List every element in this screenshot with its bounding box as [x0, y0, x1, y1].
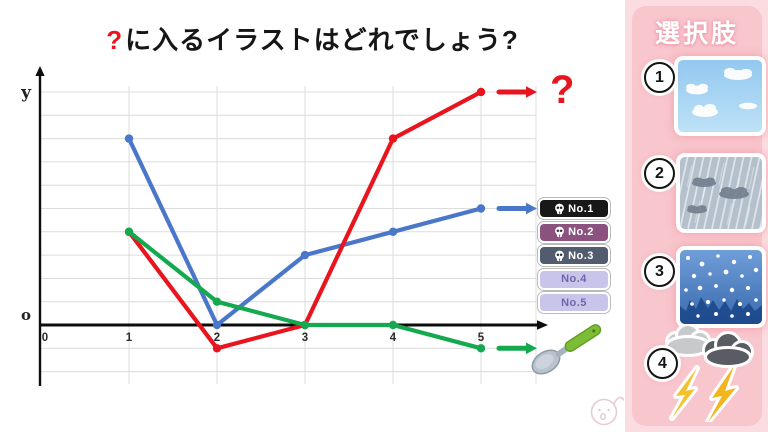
- svg-text:5: 5: [478, 332, 485, 344]
- options-title: 選択肢: [654, 20, 739, 48]
- options-panel: 選択肢 1 2: [632, 6, 766, 426]
- legend-badge-no2: No.2: [538, 221, 610, 243]
- skull-icon: [555, 226, 564, 238]
- legend-badge-no1: No.1: [538, 198, 610, 219]
- svg-text:o: o: [21, 306, 31, 324]
- svg-text:y: y: [20, 83, 32, 103]
- legend-badge-label: No.3: [568, 249, 594, 262]
- legend-badge-label: No.4: [561, 273, 587, 285]
- line-chart: 0 1 2 3 4 5 y o: [20, 66, 548, 386]
- legend-badge-label: No.1: [568, 202, 594, 215]
- option-2-number[interactable]: 2: [644, 158, 675, 189]
- legend-badge-label: No.2: [568, 226, 594, 238]
- page-title: ?に入るイラストはどれでしょう?: [0, 20, 625, 57]
- option-4-number[interactable]: 4: [647, 348, 678, 379]
- rain-illustration: [680, 157, 762, 229]
- legend-badge-no5: No.5: [538, 292, 610, 313]
- option-4-thunderstorm-illustration[interactable]: [662, 326, 766, 422]
- skull-icon: [555, 250, 564, 261]
- clear-sky-illustration: [678, 60, 762, 132]
- svg-text:1: 1: [126, 332, 133, 344]
- mystery-slot: ?: [550, 68, 575, 112]
- svg-text:2: 2: [214, 332, 220, 344]
- svg-text:0: 0: [42, 332, 48, 344]
- options-sidebar: 選択肢 1 2: [625, 0, 768, 432]
- watermark-face-icon: [590, 396, 625, 426]
- skull-icon: [555, 203, 564, 214]
- svg-text:4: 4: [390, 332, 397, 344]
- option-1-number[interactable]: 1: [644, 62, 675, 93]
- legend-badge-no3: No.3: [538, 245, 610, 266]
- title-text: に入るイラストはどれでしょう?: [125, 25, 519, 55]
- title-question-mark: ?: [106, 25, 124, 55]
- option-3-number[interactable]: 3: [644, 256, 675, 287]
- option-3-tile-snow[interactable]: [676, 246, 766, 328]
- option-1-tile-clear-sky[interactable]: [674, 56, 766, 136]
- option-2-tile-rain[interactable]: [676, 153, 766, 233]
- svg-text:3: 3: [302, 332, 308, 344]
- legend: No.1 No.2 No.3 No.4 No.5: [538, 198, 610, 316]
- spoon-icon: [531, 324, 602, 375]
- legend-badge-no4: No.4: [538, 268, 610, 290]
- snow-illustration: [680, 250, 762, 324]
- legend-badge-label: No.5: [561, 296, 587, 309]
